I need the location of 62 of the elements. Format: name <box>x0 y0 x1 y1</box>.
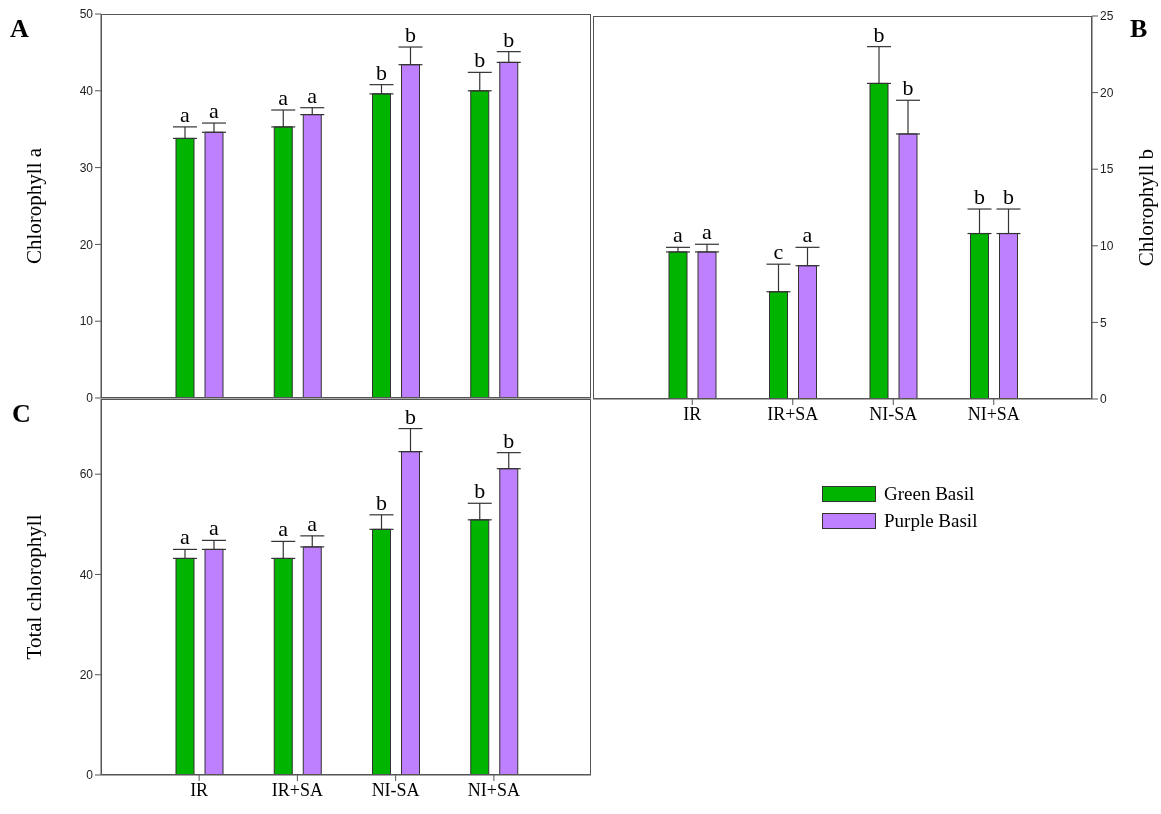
y2-tick-label: 15 <box>1100 162 1114 177</box>
bar <box>302 546 322 775</box>
y-tick-label: 0 <box>86 391 94 406</box>
data-label: b <box>376 59 387 85</box>
data-label: a <box>802 222 813 248</box>
data-label: b <box>405 403 416 429</box>
data-label: a <box>209 515 220 541</box>
x-tick-label: NI+SA <box>467 779 520 800</box>
data-label: b <box>902 75 914 101</box>
data-label: a <box>180 524 191 550</box>
x-tick-label: NI-SA <box>371 779 420 800</box>
data-label: a <box>307 510 318 536</box>
data-label: a <box>278 85 289 110</box>
y-tick-label: 40 <box>79 84 94 99</box>
y-tick-label: 60 <box>79 467 94 482</box>
bar <box>898 133 918 399</box>
y-axis-title: Chlorophyll a <box>22 147 47 265</box>
data-label: b <box>873 21 885 47</box>
data-label: b <box>503 427 515 453</box>
bar <box>273 126 293 398</box>
data-label: a <box>180 101 191 127</box>
data-label: b <box>974 184 985 210</box>
y2-tick-label: 25 <box>1100 9 1114 24</box>
legend-label: Purple Basil <box>884 509 978 532</box>
y-tick-label: 50 <box>79 7 94 22</box>
data-label: a <box>673 222 684 248</box>
x-tick-label: IR+SA <box>767 403 819 424</box>
y-tick-label: 10 <box>79 314 94 329</box>
x-tick-label: NI-SA <box>869 403 918 424</box>
data-label: c <box>773 239 784 265</box>
x-tick-label: IR+SA <box>271 779 323 800</box>
x-tick-label: IR <box>683 403 702 424</box>
legend-label: Green Basil <box>884 482 975 505</box>
data-label: a <box>278 516 289 542</box>
chart-title: C <box>12 399 31 429</box>
data-label: b <box>1003 184 1014 210</box>
y-tick-label: 40 <box>79 567 94 582</box>
text: B <box>1130 14 1148 44</box>
y-tick-label: 30 <box>79 160 94 175</box>
y2-tick-label: 10 <box>1100 239 1114 254</box>
data-label: a <box>307 82 318 108</box>
data-label: b <box>474 47 486 73</box>
data-label: b <box>405 22 416 48</box>
x-tick-label: NI+SA <box>967 403 1020 424</box>
y2-axis-title: Chlorophyll b <box>1134 148 1159 267</box>
bar <box>372 93 391 398</box>
y-tick-label: 0 <box>86 768 94 783</box>
y-tick-label: 20 <box>79 667 94 682</box>
y-tick-label: 20 <box>79 237 94 252</box>
data-label: a <box>702 219 713 245</box>
y2-tick-label: 5 <box>1100 315 1107 330</box>
bar <box>697 251 717 399</box>
data-label: b <box>474 478 486 504</box>
chart-title: A <box>10 14 29 44</box>
data-label: b <box>503 26 515 52</box>
data-label: b <box>376 489 387 515</box>
bar <box>668 251 688 399</box>
y2-tick-label: 20 <box>1100 85 1114 100</box>
data-label: a <box>209 98 220 124</box>
y-axis-title: Total chlorophyll <box>22 514 47 660</box>
y2-tick-label: 0 <box>1100 392 1107 407</box>
x-tick-label: IR <box>190 779 209 800</box>
